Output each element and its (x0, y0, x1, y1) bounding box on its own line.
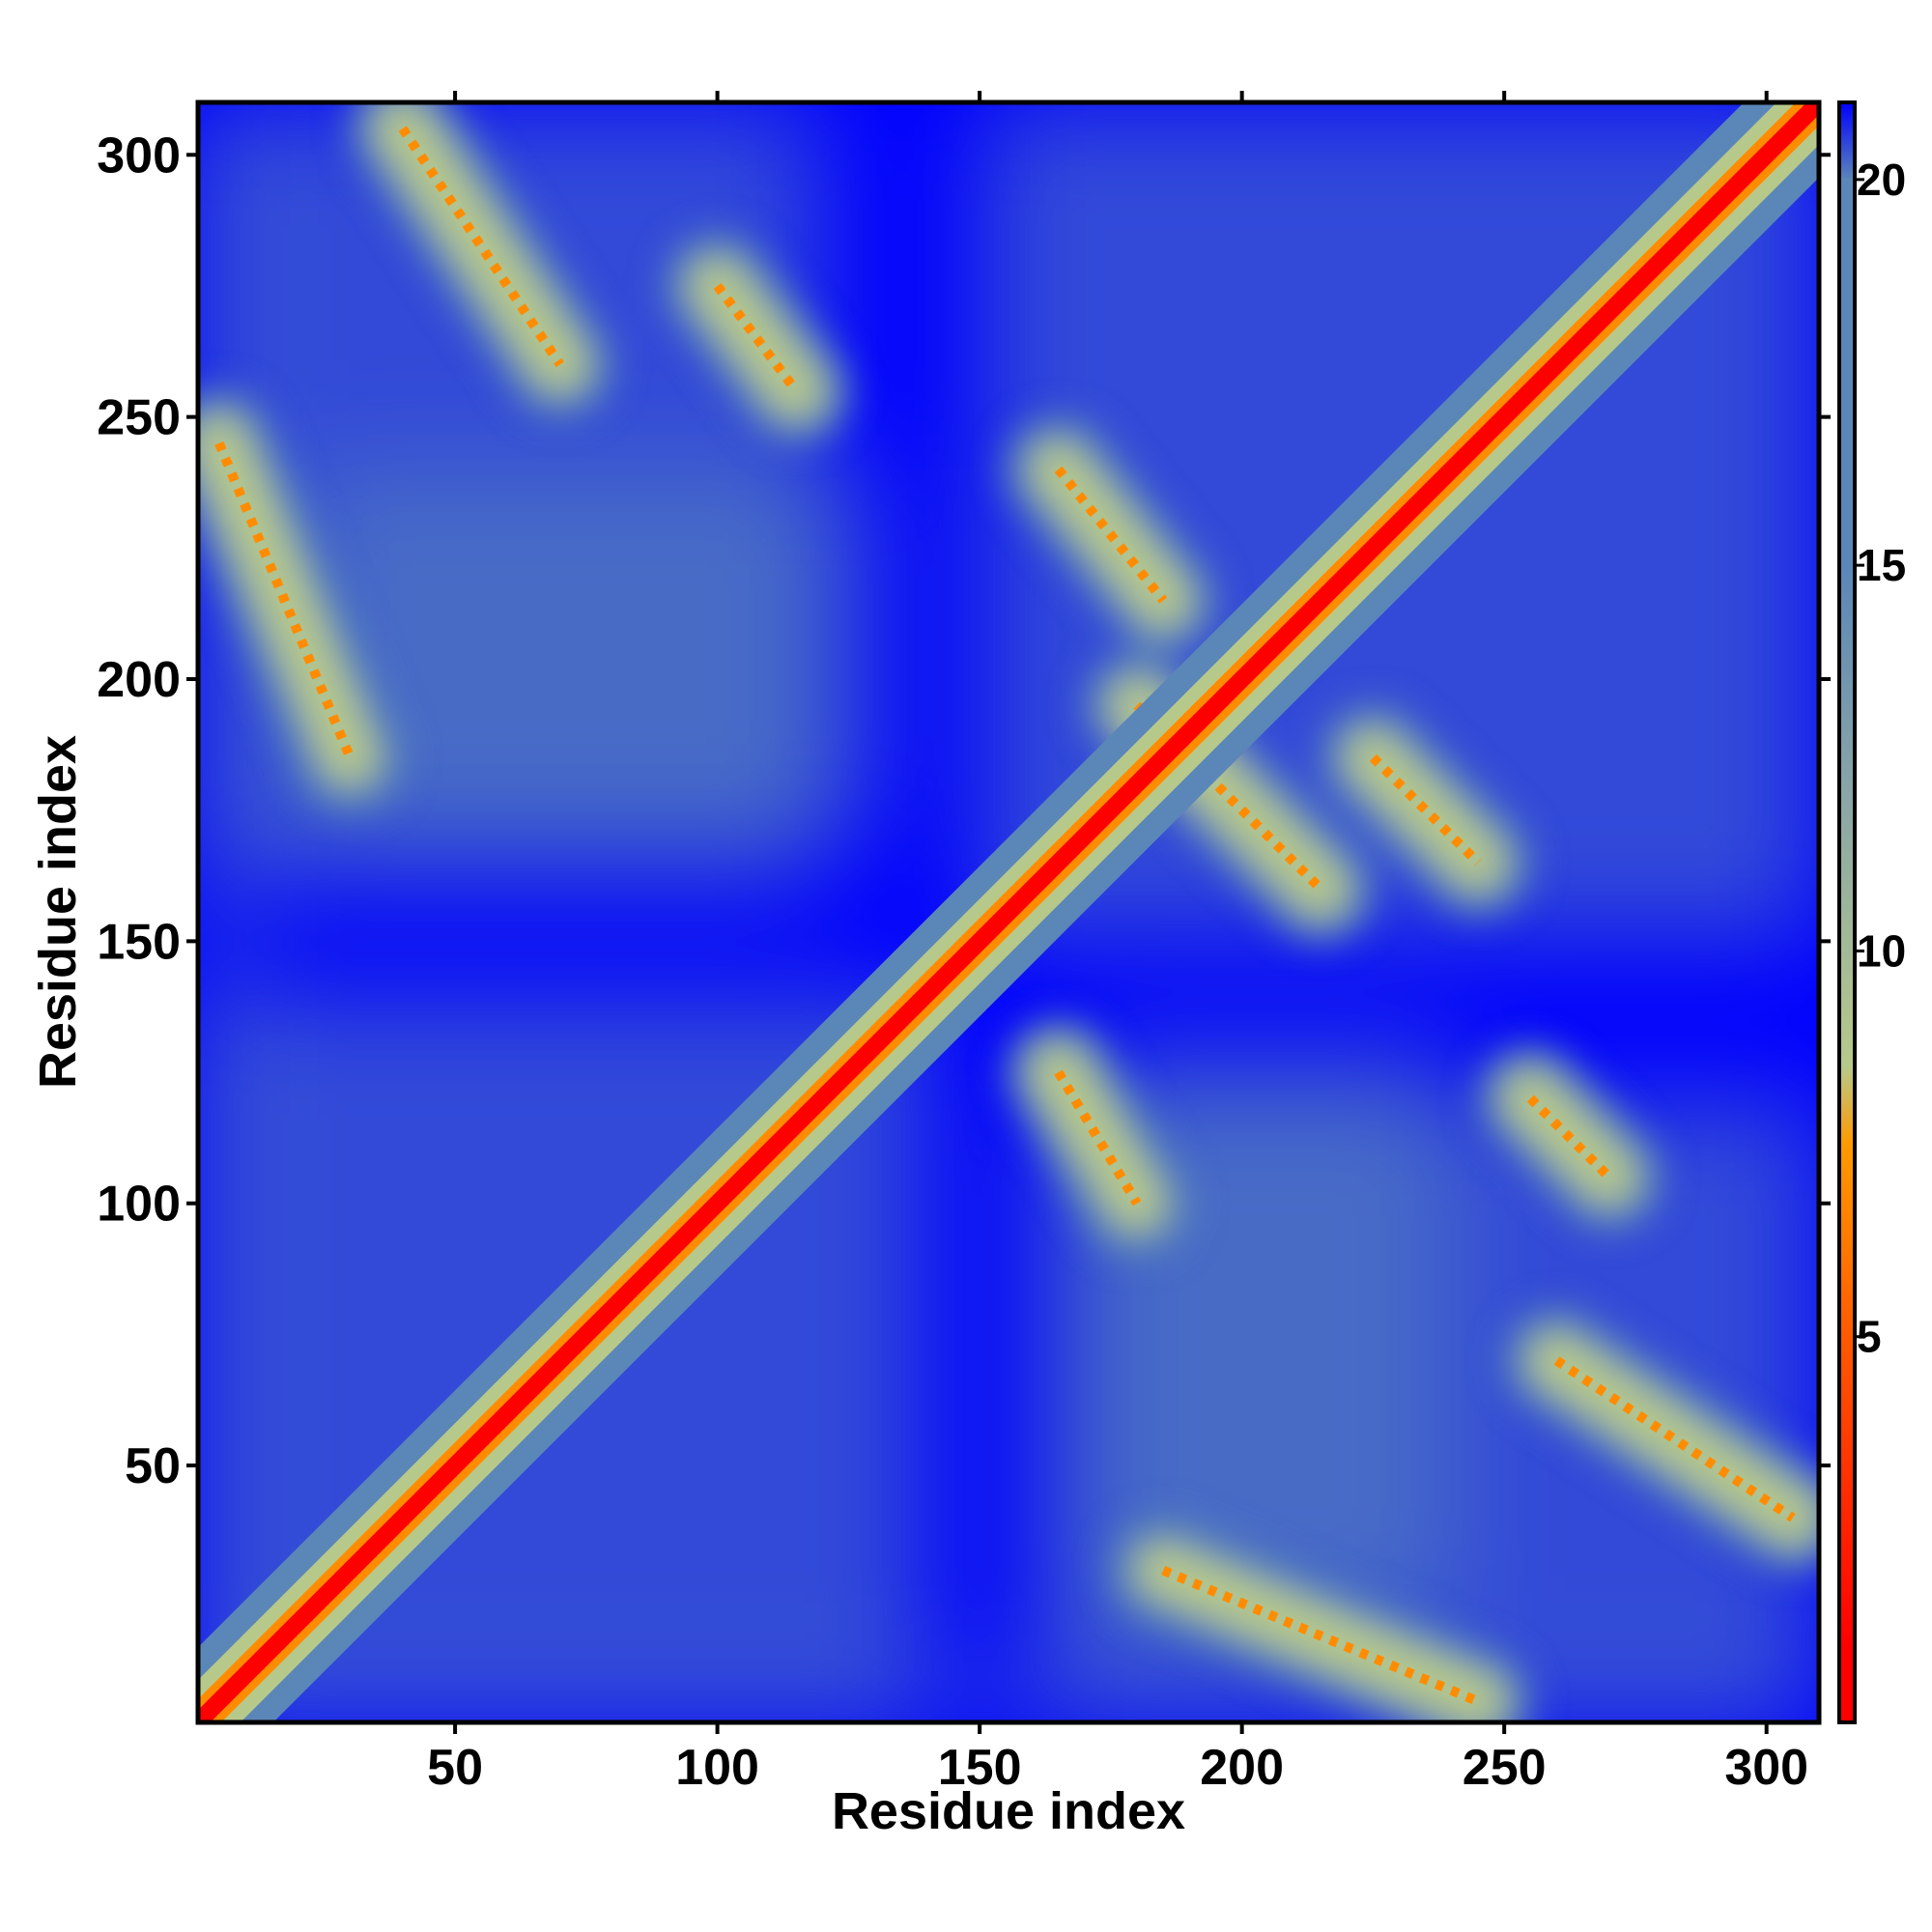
colorbar-tick-label: 5 (1857, 1312, 1882, 1362)
contact-band-core (398, 126, 564, 368)
contact-band-core (1526, 1094, 1613, 1181)
x-tick-label: 150 (938, 1740, 1022, 1796)
plot-frame (195, 99, 1822, 1725)
y-tick-label: 150 (97, 914, 181, 970)
x-tick-label: 250 (1463, 1740, 1547, 1796)
y-tick-label: 200 (97, 652, 181, 708)
colorbar-bar (1837, 100, 1857, 1724)
y-tick-label: 100 (97, 1177, 181, 1233)
diagonal-line (198, 102, 1819, 1722)
x-tick-label: 100 (675, 1740, 759, 1796)
y-tick-label: 250 (97, 390, 181, 446)
colorbar-tick-label: 20 (1857, 155, 1906, 205)
y-axis-title: Residue index (29, 735, 87, 1089)
heatmap-area (198, 102, 1819, 1722)
y-axis: 50 100 150 200 250 300 (97, 128, 1831, 1494)
contact-band-core (713, 282, 801, 394)
colorbar: 5 10 15 20 (1837, 100, 1906, 1724)
x-tick-label: 300 (1724, 1740, 1808, 1796)
y-tick-label: 50 (125, 1438, 181, 1494)
contact-band-core (1161, 1565, 1480, 1706)
x-axis-title: Residue index (832, 1782, 1185, 1840)
contact-band-core (214, 440, 355, 760)
x-tick-label: 50 (427, 1740, 483, 1796)
y-tick-label: 300 (97, 128, 181, 184)
colorbar-tick-label: 10 (1857, 925, 1906, 976)
contact-band (1032, 1045, 1164, 1231)
contact-band-core (1054, 466, 1168, 604)
contact-band (1346, 730, 1505, 890)
contact-band-core (1133, 701, 1324, 893)
contact-band-core (1553, 1356, 1796, 1522)
colorbar-tick-label: 15 (1857, 540, 1906, 590)
x-axis: 50 100 150 200 250 300 (427, 91, 1808, 1796)
x-tick-label: 200 (1200, 1740, 1284, 1796)
